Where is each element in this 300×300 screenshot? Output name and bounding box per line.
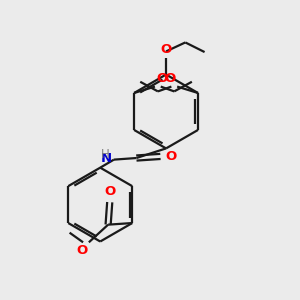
Text: O: O [157,72,168,85]
Text: H: H [100,148,109,161]
Text: O: O [165,150,176,163]
Text: O: O [104,185,116,198]
Text: O: O [76,244,87,257]
Text: O: O [164,72,175,85]
Text: O: O [160,43,172,56]
Text: N: N [101,152,112,165]
